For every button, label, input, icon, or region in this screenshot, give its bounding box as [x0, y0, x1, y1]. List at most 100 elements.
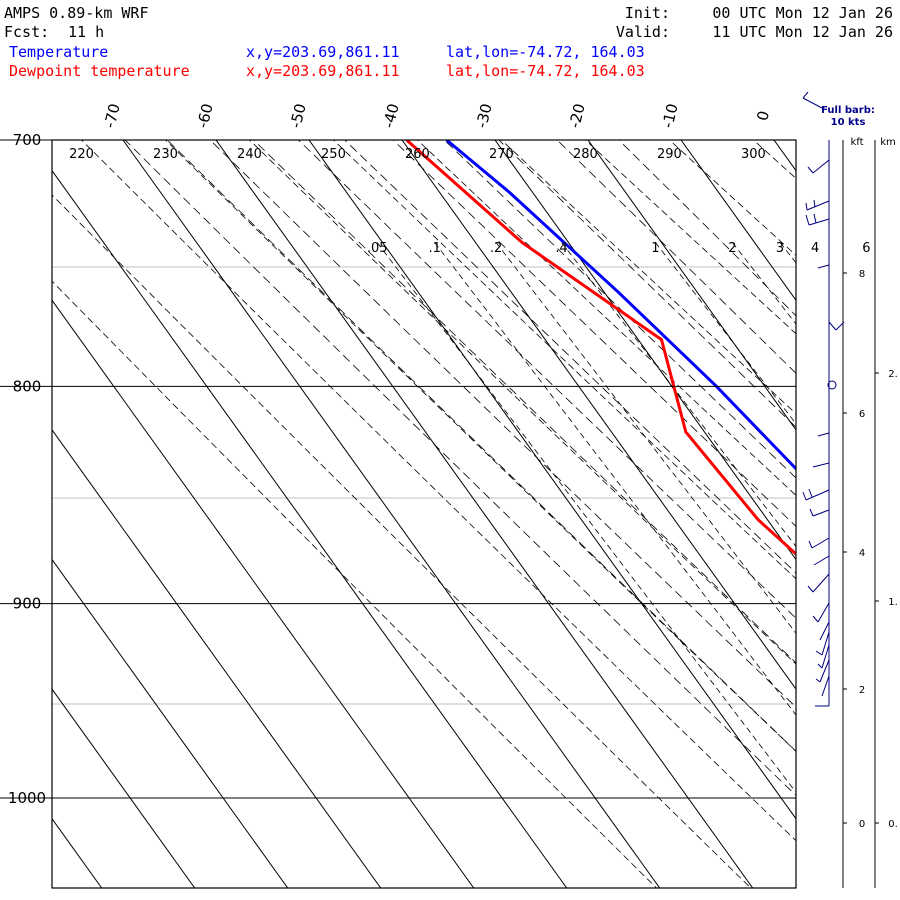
legend-temperature-latlon: lat,lon=-74.72, 164.03 — [446, 43, 645, 61]
isotherm — [401, 140, 796, 690]
plot-frame — [51, 139, 797, 889]
theta-label: 300 — [741, 147, 766, 162]
isotherm-label: -20 — [565, 102, 588, 130]
sounding-curves — [405, 140, 796, 556]
theta-label: 280 — [573, 147, 598, 162]
dry-adiabat — [52, 280, 657, 888]
mixing-ratio-label: 2 — [728, 241, 736, 256]
fcst-value: 11 h — [68, 23, 104, 41]
mixing-ratio-label: 1 — [651, 241, 659, 256]
dry-adiabat — [164, 140, 796, 752]
svg-text:1.: 1. — [888, 597, 898, 608]
moist-adiabat — [124, 140, 796, 796]
model-title: AMPS 0.89-km WRF — [4, 4, 149, 22]
isotherm — [587, 140, 796, 431]
legend-dewpoint-xy: x,y=203.69,861.11 — [246, 62, 400, 80]
mixing-ratio-line — [495, 242, 796, 634]
isotherm — [494, 140, 796, 561]
isotherm — [867, 140, 900, 888]
legend-temperature-label: Temperature — [9, 43, 108, 61]
isotherm — [0, 140, 9, 888]
svg-text:6: 6 — [859, 409, 865, 420]
isotherm-label: 0 — [753, 109, 773, 123]
km-label: km — [880, 137, 896, 148]
svg-text:2.: 2. — [888, 369, 898, 380]
moist-adiabat — [556, 140, 796, 374]
fcst-label: Fcst: — [4, 23, 49, 41]
pressure-tick-label: 900 — [13, 595, 42, 613]
isotherm — [52, 299, 475, 888]
moist-adiabat — [209, 140, 796, 708]
isotherm — [52, 169, 568, 888]
isotherm — [52, 558, 289, 888]
dry-adiabat — [332, 140, 796, 580]
dry-adiabat — [668, 140, 796, 256]
dry-adiabat — [584, 140, 796, 335]
mixing-ratio-label: 3 — [776, 241, 784, 256]
isotherm-label: -30 — [472, 102, 495, 130]
mixing-ratio-label: .05 — [367, 241, 388, 256]
theta-label: 220 — [69, 147, 94, 162]
dry-adiabat — [80, 140, 796, 842]
moist-adiabat — [443, 140, 796, 479]
theta-label: 260 — [405, 147, 430, 162]
temperature-line — [445, 140, 796, 471]
dewpoint-line — [405, 140, 796, 556]
svg-text:2: 2 — [859, 685, 865, 696]
mixing-ratio-line — [434, 242, 796, 716]
theta-label: 290 — [657, 147, 682, 162]
pressure-tick-label: 700 — [13, 131, 42, 149]
mixing-ratio-label: 4 — [811, 241, 819, 256]
isotherm — [680, 140, 796, 302]
moist-adiabat — [344, 140, 796, 574]
wind-barb-column — [802, 140, 845, 707]
valid-label: Valid: — [616, 23, 670, 41]
wind-legend-line1: Full barb: — [821, 105, 875, 116]
moist-adiabat — [297, 140, 796, 619]
skewt-grid — [0, 114, 900, 889]
dry-adiabat — [808, 114, 900, 889]
isotherm-label: -60 — [193, 102, 216, 130]
mixing-ratio-label: .1 — [429, 241, 441, 256]
pressure-tick-label: 800 — [13, 377, 42, 395]
wind-legend-line2: 10 kts — [831, 117, 866, 128]
dry-adiabat — [891, 114, 900, 889]
theta-label: 250 — [321, 147, 346, 162]
svg-text:8: 8 — [859, 269, 865, 280]
isotherm-label: -70 — [100, 102, 123, 130]
mixing-ratio-label: .2 — [490, 241, 502, 256]
init-value: 00 UTC Mon 12 Jan 26 — [712, 4, 893, 22]
isotherm-label: -10 — [658, 102, 681, 130]
dry-adiabat — [248, 140, 796, 665]
moist-adiabat — [166, 140, 796, 752]
theta-label: 270 — [489, 147, 514, 162]
mixing-ratio-line — [779, 242, 796, 264]
mixing-ratio-line — [866, 243, 900, 889]
isotherm — [52, 429, 382, 888]
isotherm — [52, 817, 103, 888]
isotherm — [215, 140, 754, 888]
dry-adiabat — [416, 140, 796, 496]
height-ticks: 8 6 4 2 0 2. 1. 0. — [843, 269, 898, 830]
pressure-tick-label: 1000 — [8, 789, 46, 807]
init-label: Init: — [625, 4, 670, 22]
moist-adiabat — [253, 140, 796, 664]
mixing-ratio-line — [376, 242, 796, 794]
kft-label: kft — [850, 137, 863, 148]
legend-dewpoint-label: Dewpoint temperature — [9, 62, 190, 80]
svg-text:0: 0 — [859, 819, 865, 830]
mixing-ratio-label: .4 — [555, 241, 567, 256]
mixing-ratio-label: 6 — [862, 241, 870, 256]
isotherm — [52, 688, 196, 888]
svg-text:4: 4 — [859, 548, 865, 559]
isotherm — [122, 140, 661, 888]
wind-legend-barb — [802, 91, 823, 109]
isotherm — [773, 140, 796, 172]
legend-temperature-xy: x,y=203.69,861.11 — [246, 43, 400, 61]
moist-adiabat — [618, 140, 796, 317]
valid-value: 11 UTC Mon 12 Jan 26 — [712, 23, 893, 41]
theta-label: 230 — [153, 147, 178, 162]
dry-adiabat — [500, 140, 796, 415]
